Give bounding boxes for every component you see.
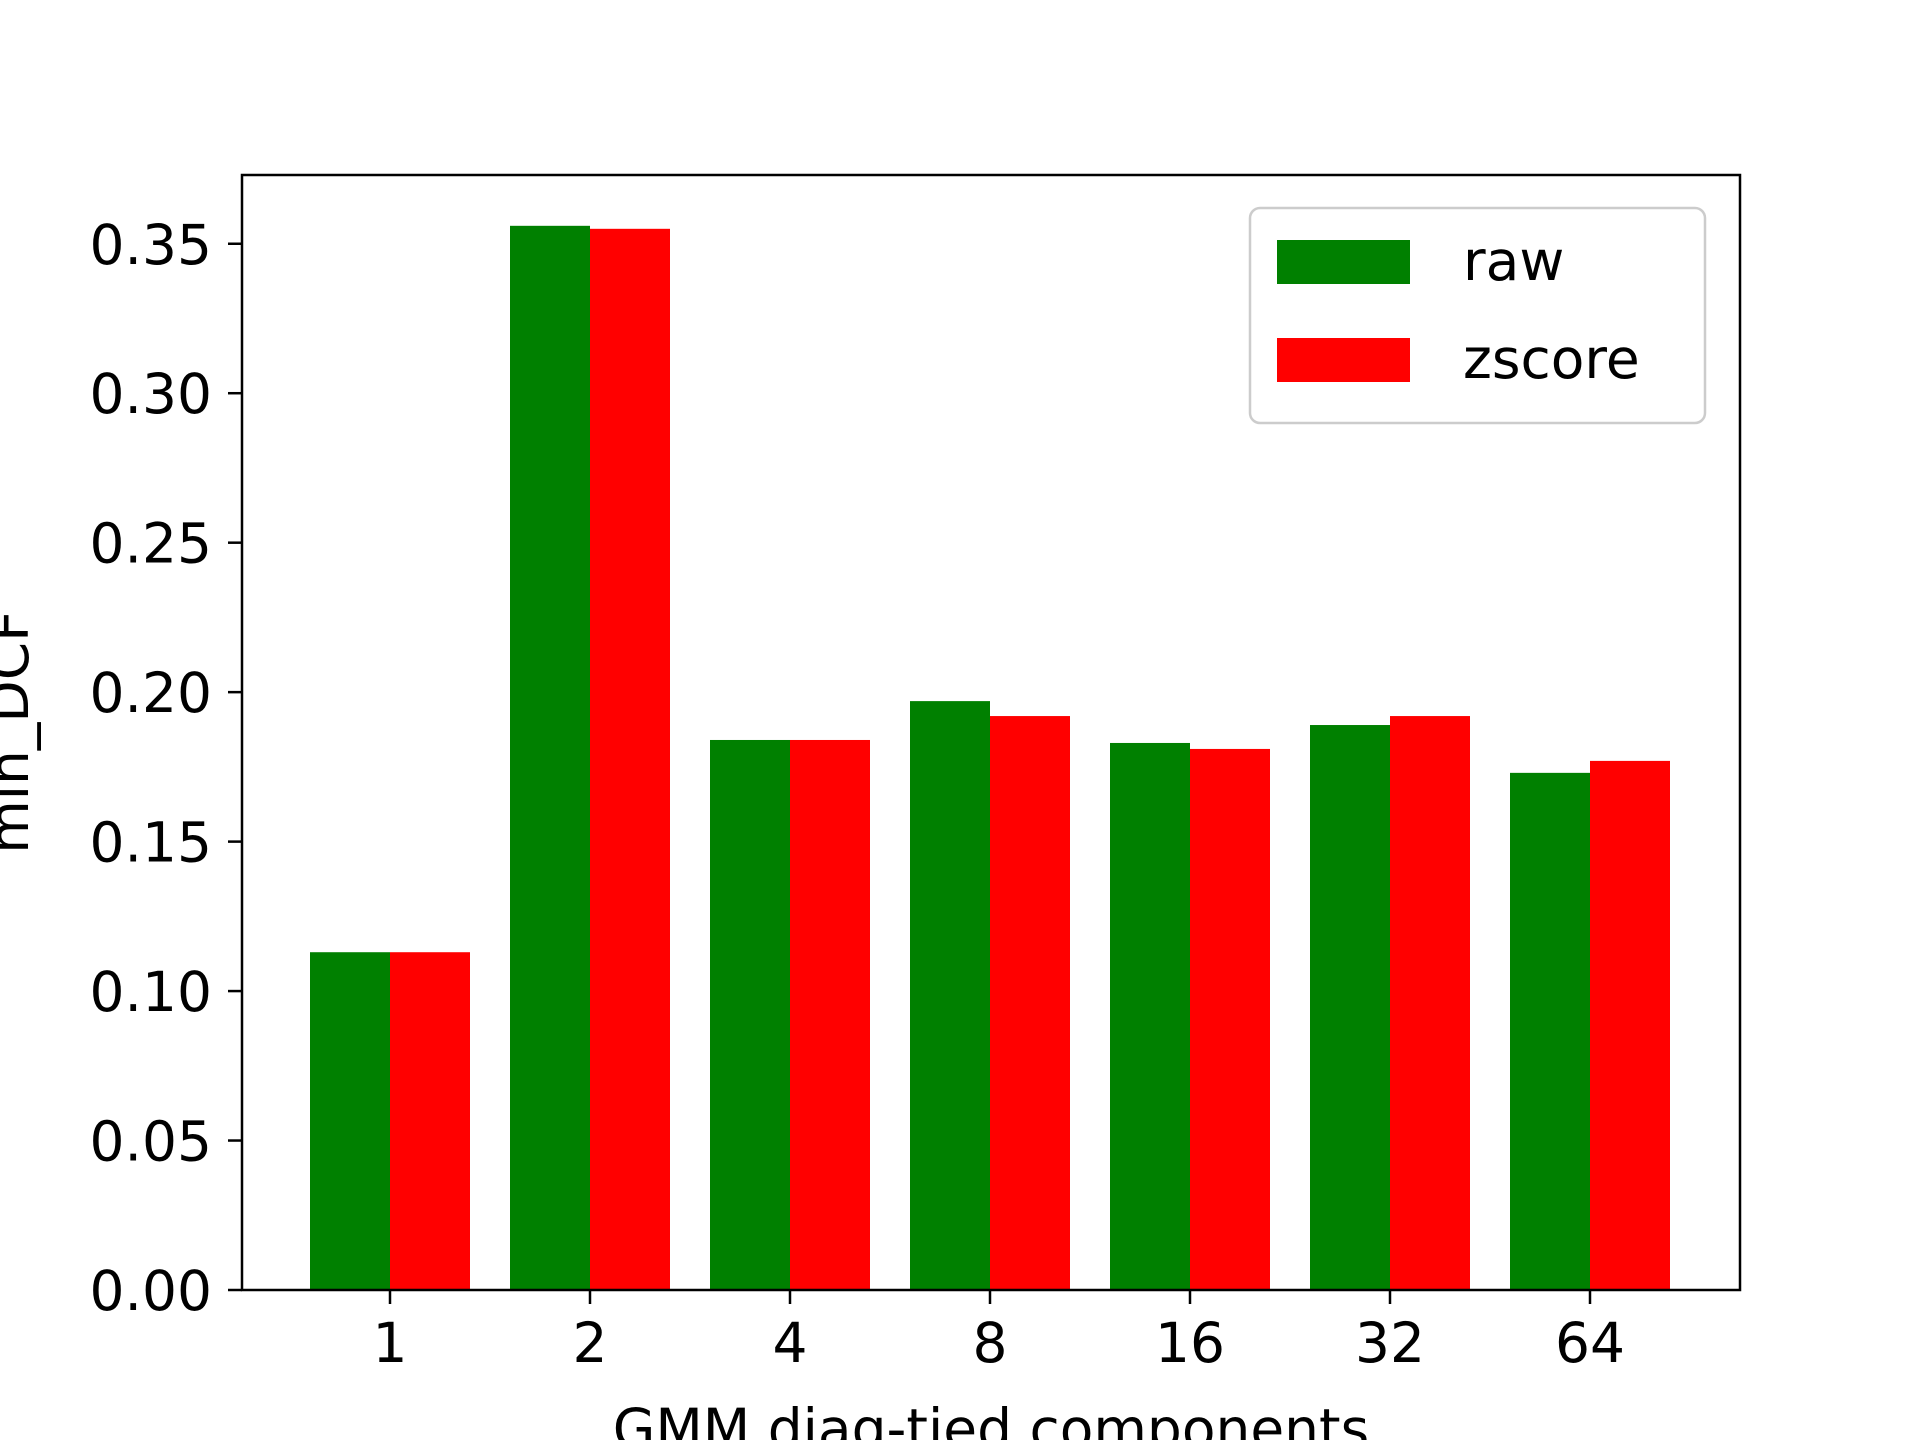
x-axis: 1 2 4 8 16 32 64	[373, 1290, 1625, 1375]
x-tick-label: 8	[973, 1311, 1008, 1375]
x-tick-label: 16	[1155, 1311, 1225, 1375]
y-tick-label: 0.30	[90, 362, 212, 426]
y-tick-label: 0.15	[90, 811, 212, 875]
x-tick-label: 32	[1355, 1311, 1425, 1375]
bar-zscore-16	[1190, 748, 1270, 1290]
bar-zscore-64	[1590, 760, 1670, 1290]
x-tick-label: 1	[373, 1311, 408, 1375]
y-tick-label: 0.05	[90, 1110, 212, 1174]
x-tick-label: 2	[573, 1311, 608, 1375]
x-axis-label: GMM diag-tied components	[613, 1397, 1370, 1440]
bar-raw-1	[310, 952, 390, 1290]
bar-raw-8	[910, 701, 990, 1290]
bar-raw-4	[710, 739, 790, 1290]
bar-raw-32	[1310, 725, 1390, 1290]
y-tick-label: 0.20	[90, 661, 212, 725]
y-axis: 0.00 0.05 0.10 0.15 0.20 0.25 0.30 0.35	[90, 213, 242, 1323]
bar-raw-16	[1110, 742, 1190, 1290]
bar-raw-2	[510, 225, 590, 1291]
bar-zscore-32	[1390, 716, 1470, 1290]
legend-swatch-zscore	[1277, 338, 1410, 382]
legend-label-raw: raw	[1463, 229, 1564, 293]
bars-group	[310, 225, 1670, 1291]
bar-zscore-2	[590, 228, 670, 1290]
bar-zscore-8	[990, 716, 1070, 1290]
legend: raw zscore	[1248, 206, 1707, 425]
bar-zscore-4	[790, 739, 870, 1290]
x-tick-label: 4	[773, 1311, 808, 1375]
bar-zscore-1	[390, 952, 470, 1290]
x-tick-label: 64	[1555, 1311, 1625, 1375]
bar-raw-64	[1510, 772, 1590, 1290]
plot-frame	[240, 173, 1742, 1292]
y-tick-label: 0.25	[90, 512, 212, 576]
y-tick-label: 0.10	[90, 960, 212, 1024]
legend-label-zscore: zscore	[1463, 327, 1640, 391]
legend-swatch-raw	[1277, 240, 1410, 284]
y-tick-label: 0.35	[90, 213, 212, 277]
y-tick-label: 0.00	[90, 1259, 212, 1323]
y-axis-label: min_DCF	[0, 610, 41, 854]
